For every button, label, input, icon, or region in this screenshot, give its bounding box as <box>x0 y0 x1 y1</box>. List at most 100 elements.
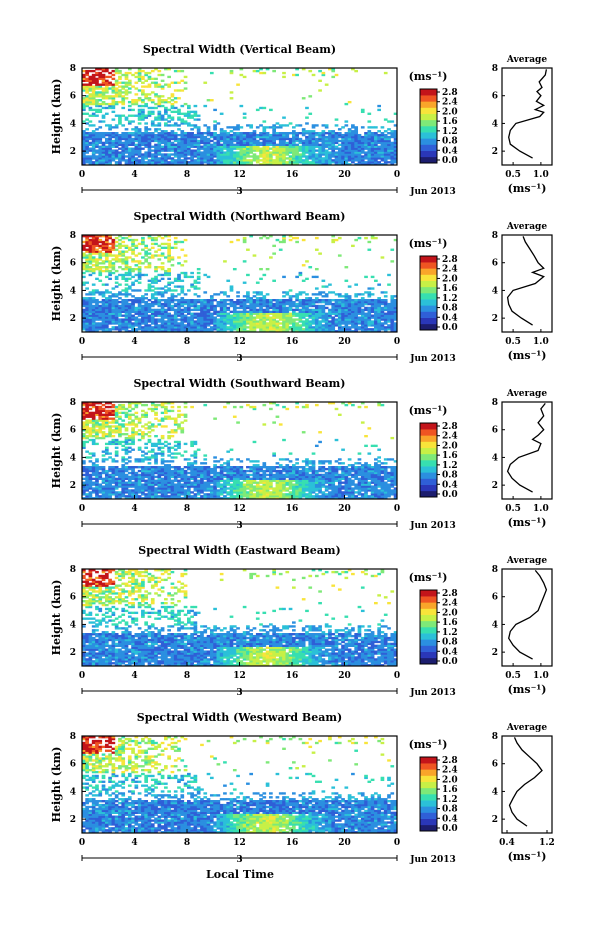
heatmap-cell <box>269 155 273 158</box>
heatmap-cell <box>104 479 109 482</box>
heatmap-cell <box>321 285 326 288</box>
heatmap-cell <box>321 132 326 135</box>
heatmap-cell <box>272 314 276 317</box>
heatmap-cell <box>213 133 217 137</box>
heatmap-cell <box>101 328 106 331</box>
heatmap-cell <box>164 285 168 288</box>
heatmap-cell <box>121 304 126 308</box>
heatmap-cell <box>380 126 385 129</box>
heatmap-cell <box>85 244 89 248</box>
heatmap-cell <box>137 147 142 150</box>
x-tick-label: 20 <box>338 337 351 347</box>
heatmap-cell <box>236 145 240 148</box>
heatmap-cell <box>278 139 283 143</box>
heatmap-cell <box>242 155 247 158</box>
heatmap-cell <box>223 157 227 160</box>
heatmap-cell <box>173 149 178 152</box>
heatmap-cell <box>95 93 99 96</box>
heatmap-cell <box>88 402 93 405</box>
heatmap-cell <box>285 302 290 306</box>
heatmap-cell <box>229 135 234 139</box>
heatmap-cell <box>104 250 109 253</box>
heatmap-cell <box>95 248 99 251</box>
heatmap-cell <box>95 425 99 428</box>
heatmap-cell <box>144 133 149 137</box>
heatmap-cell <box>127 163 132 166</box>
heatmap-cell <box>206 153 211 156</box>
heatmap-cell <box>183 149 188 152</box>
heatmap-cell <box>370 324 375 327</box>
heatmap-cell <box>154 267 158 271</box>
heatmap-cell <box>229 139 234 143</box>
heatmap-cell <box>111 403 116 407</box>
heatmap-cell <box>170 133 175 137</box>
heatmap-cell <box>101 415 106 418</box>
heatmap-cell <box>347 295 352 298</box>
heatmap-cell <box>249 132 254 135</box>
heatmap-cell <box>150 77 155 81</box>
heatmap-cell <box>393 306 398 310</box>
heatmap-cell <box>196 114 201 117</box>
heatmap-cell <box>183 75 188 79</box>
heatmap-cell <box>390 314 395 317</box>
heatmap-cell <box>147 93 152 96</box>
heatmap-cell <box>226 159 231 162</box>
heatmap-cell <box>334 159 339 162</box>
heatmap-cell <box>131 438 135 442</box>
heatmap-cell <box>377 151 381 154</box>
heatmap-cell <box>232 267 237 271</box>
heatmap-cell <box>331 132 336 135</box>
heatmap-cell <box>141 312 145 315</box>
heatmap-cell <box>324 316 329 319</box>
heatmap-cell <box>108 235 112 238</box>
heatmap-cell <box>374 139 378 143</box>
heatmap-cell <box>364 299 368 302</box>
heatmap-cell <box>337 316 342 319</box>
heatmap-cell <box>111 314 116 317</box>
heatmap-cell <box>121 155 126 158</box>
heatmap-cell <box>354 300 359 304</box>
heatmap-cell <box>157 328 162 331</box>
heatmap-cell <box>118 242 122 246</box>
heatmap-cell <box>134 114 139 117</box>
heatmap-cell <box>177 306 181 310</box>
heatmap-cell <box>288 316 293 319</box>
heatmap-cell <box>236 328 240 331</box>
heatmap-cell <box>295 124 299 127</box>
heatmap-cell <box>85 143 89 146</box>
heatmap-cell <box>206 132 211 135</box>
heatmap-cell <box>278 308 283 312</box>
heatmap-cell <box>118 137 122 141</box>
heatmap-cell <box>344 297 349 300</box>
heatmap-cell <box>288 326 293 329</box>
heatmap-cell <box>236 139 240 143</box>
heatmap-cell <box>206 143 211 146</box>
heatmap-cell <box>292 318 296 321</box>
heatmap-cell <box>98 133 103 137</box>
heatmap-cell <box>196 304 201 308</box>
heatmap-cell <box>308 300 313 304</box>
heatmap-cell <box>383 291 388 294</box>
heatmap-cell <box>269 139 273 143</box>
heatmap-cell <box>223 159 227 162</box>
heatmap-cell <box>104 236 109 240</box>
heatmap-cell <box>95 240 99 244</box>
heatmap-cell <box>177 277 181 281</box>
colorbar-swatch <box>420 119 437 127</box>
heatmap-cell <box>144 155 149 158</box>
heatmap-cell <box>82 425 86 428</box>
heatmap-cell <box>242 300 247 304</box>
heatmap-cell <box>314 161 319 164</box>
heatmap-cell <box>190 314 194 317</box>
heatmap-cell <box>121 91 126 94</box>
heatmap-cell <box>262 120 267 123</box>
heatmap-cell <box>131 402 135 405</box>
heatmap-cell <box>88 254 93 257</box>
heatmap-cell <box>272 322 276 325</box>
heatmap-cell <box>337 159 342 162</box>
heatmap-cell <box>374 302 378 306</box>
heatmap-cell <box>150 295 155 298</box>
heatmap-cell <box>360 326 365 329</box>
heatmap-cell <box>118 151 122 154</box>
heatmap-cell <box>183 135 188 139</box>
